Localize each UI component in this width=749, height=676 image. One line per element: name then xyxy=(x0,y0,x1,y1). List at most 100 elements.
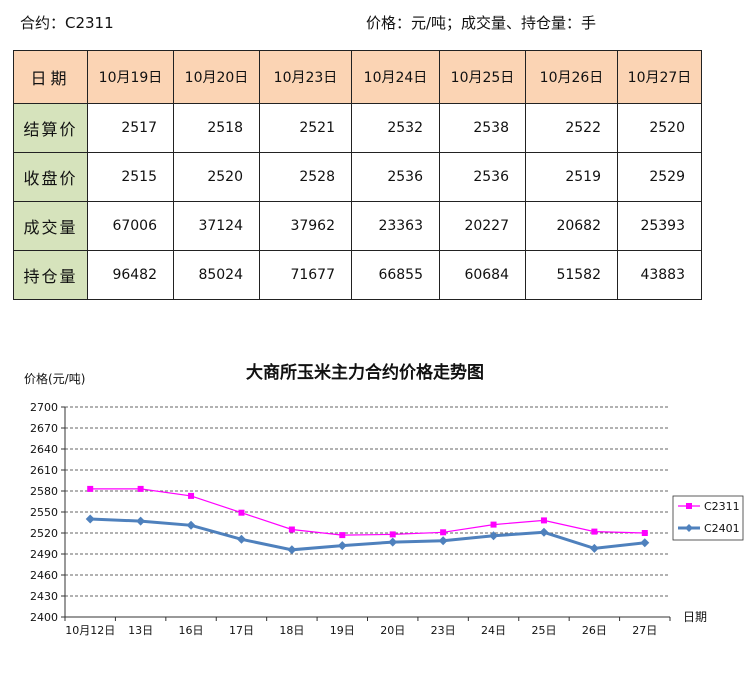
row-label-settlement: 结算价 xyxy=(13,103,88,153)
table-cell: 2521 xyxy=(259,103,352,153)
data-point-c2311 xyxy=(591,528,598,535)
table-cell: 51582 xyxy=(525,250,618,300)
y-tick-label: 2430 xyxy=(30,590,58,603)
y-tick-label: 2520 xyxy=(30,527,58,540)
legend-label: C2311 xyxy=(704,500,740,513)
data-point-c2401 xyxy=(136,516,146,526)
y-tick-label: 2490 xyxy=(30,548,58,561)
table-cell: 2529 xyxy=(617,152,702,202)
chart-title: 大商所玉米主力合约价格走势图 xyxy=(246,362,484,383)
y-tick-label: 2640 xyxy=(30,443,58,456)
data-point-c2311 xyxy=(238,509,245,516)
table-cell: 85024 xyxy=(173,250,260,300)
table-cell: 20682 xyxy=(525,201,618,251)
price-trend-chart: 大商所玉米主力合约价格走势图 价格(元/吨) 日期 2400 2430 2460 2490 2… xyxy=(0,350,749,676)
data-point-c2401 xyxy=(236,534,246,544)
table-cell: 2536 xyxy=(439,152,526,202)
x-tick-label: 17日 xyxy=(229,624,254,637)
table-header-row: 日期 10月19日 10月20日 10月23日 10月24日 10月25日 10… xyxy=(13,50,702,104)
row-label-open-interest: 持仓量 xyxy=(13,250,88,300)
table-row-settlement: 结算价 2517 2518 2521 2532 2538 2522 2520 xyxy=(13,103,702,153)
data-point-c2401 xyxy=(186,520,196,530)
data-point-c2401 xyxy=(589,543,599,553)
data-point-c2311 xyxy=(87,485,94,492)
y-tick-label: 2460 xyxy=(30,569,58,582)
table-row-volume: 成交量 67006 37124 37962 23363 20227 20682 … xyxy=(13,201,702,251)
series-line-c2401 xyxy=(90,517,645,552)
table-col-header: 10月25日 xyxy=(439,50,526,104)
price-table: 日期 10月19日 10月20日 10月23日 10月24日 10月25日 10… xyxy=(13,50,702,300)
legend-box xyxy=(672,495,744,541)
x-tick-label: 16日 xyxy=(179,624,204,637)
table-cell: 2528 xyxy=(259,152,352,202)
data-point-c2311 xyxy=(288,526,295,533)
data-point-c2311 xyxy=(540,517,547,524)
table-cell: 2520 xyxy=(173,152,260,202)
series-line-c2311 xyxy=(90,488,645,536)
table-cell: 71677 xyxy=(259,250,352,300)
data-point-c2401 xyxy=(438,536,448,546)
x-tick-label: 26日 xyxy=(582,624,607,637)
y-tick-label: 2670 xyxy=(30,422,58,435)
data-point-c2311 xyxy=(137,485,144,492)
table-col-header: 10月20日 xyxy=(173,50,260,104)
data-point-c2401 xyxy=(337,541,347,551)
table-cell: 43883 xyxy=(617,250,702,300)
table-row-close: 收盘价 2515 2520 2528 2536 2536 2519 2529 xyxy=(13,152,702,202)
data-point-c2311 xyxy=(389,531,396,538)
legend-label: C2401 xyxy=(704,522,740,535)
table-cell: 2518 xyxy=(173,103,260,153)
row-label-volume: 成交量 xyxy=(13,201,88,251)
table-cell: 37124 xyxy=(173,201,260,251)
table-cell: 2517 xyxy=(87,103,174,153)
legend-marker xyxy=(686,503,692,509)
table-col-header: 10月27日 xyxy=(617,50,702,104)
data-point-c2401 xyxy=(388,537,398,547)
table-cell: 2519 xyxy=(525,152,618,202)
data-point-c2401 xyxy=(85,514,95,524)
table-cell: 2515 xyxy=(87,152,174,202)
table-cell: 2532 xyxy=(351,103,440,153)
table-cell: 60684 xyxy=(439,250,526,300)
table-col-header: 10月26日 xyxy=(525,50,618,104)
table-cell: 2522 xyxy=(525,103,618,153)
legend-marker xyxy=(685,524,693,532)
y-tick-label: 2580 xyxy=(30,485,58,498)
table-cell: 23363 xyxy=(351,201,440,251)
table-cell: 20227 xyxy=(439,201,526,251)
units-label: 价格：元/吨；成交量、持仓量：手 xyxy=(366,14,597,32)
table-cell: 2538 xyxy=(439,103,526,153)
y-tick-label: 2400 xyxy=(30,611,58,624)
table-cell: 37962 xyxy=(259,201,352,251)
table-corner-date: 日期 xyxy=(13,50,88,104)
y-tick-label: 2550 xyxy=(30,506,58,519)
table-row-open-interest: 持仓量 96482 85024 71677 66855 60684 51582 … xyxy=(13,250,702,300)
data-point-c2401 xyxy=(640,538,650,548)
table-cell: 2520 xyxy=(617,103,702,153)
x-tick-label: 19日 xyxy=(330,624,355,637)
chart-canvas: 大商所玉米主力合约价格走势图 价格(元/吨) 日期 2400 2430 2460 2490 2… xyxy=(24,362,744,637)
table-cell: 2536 xyxy=(351,152,440,202)
x-tick-label: 25日 xyxy=(531,624,556,637)
table-cell: 66855 xyxy=(351,250,440,300)
data-point-c2311 xyxy=(339,532,346,539)
data-point-c2401 xyxy=(287,545,297,555)
data-point-c2311 xyxy=(490,521,497,528)
table-cell: 96482 xyxy=(87,250,174,300)
data-point-c2311 xyxy=(188,492,195,499)
x-tick-label: 23日 xyxy=(431,624,456,637)
x-tick-label: 27日 xyxy=(632,624,657,637)
contract-label: 合约：C2311 xyxy=(20,14,114,32)
y-axis-label: 价格(元/吨) xyxy=(24,371,85,386)
table-col-header: 10月24日 xyxy=(351,50,440,104)
table-cell: 67006 xyxy=(87,201,174,251)
data-point-c2401 xyxy=(489,531,499,541)
x-tick-label: 18日 xyxy=(279,624,304,637)
data-point-c2311 xyxy=(641,530,648,536)
row-label-close: 收盘价 xyxy=(13,152,88,202)
y-tick-label: 2610 xyxy=(30,464,58,477)
y-tick-label: 2700 xyxy=(30,401,58,414)
page-header: 合约：C2311 价格：元/吨；成交量、持仓量：手 xyxy=(20,10,720,34)
x-axis-label: 日期 xyxy=(683,610,707,624)
table-col-header: 10月23日 xyxy=(259,50,352,104)
